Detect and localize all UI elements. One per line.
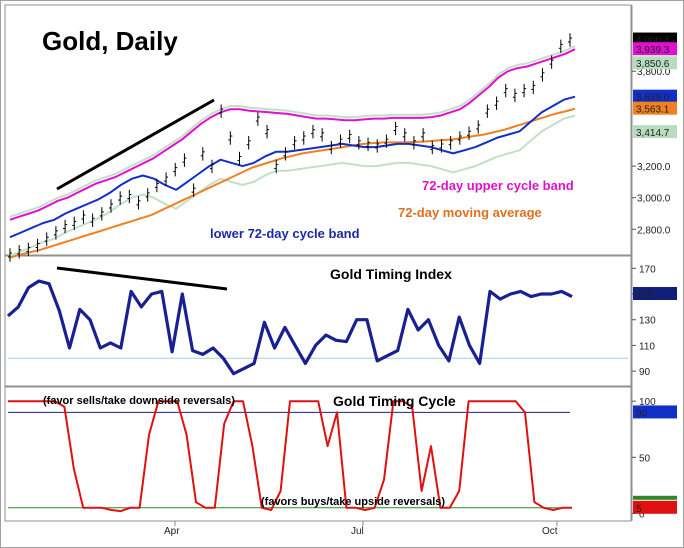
price-chart-title: Gold, Daily — [42, 26, 178, 56]
cycle-y-tick-label: 0 — [639, 509, 645, 520]
cycle-last-value-box — [633, 500, 677, 514]
price-last-value-label: 3,939.3 — [636, 45, 670, 56]
series-line-lower-band — [9, 95, 576, 239]
price-last-value-box — [633, 56, 677, 70]
price-panel — [4, 4, 632, 256]
price-last-value-label: 3,639.0 — [636, 93, 670, 104]
index-y-tick-label: 170 — [639, 264, 656, 275]
cycle-panel-marks — [8, 400, 572, 513]
price-last-value-box — [633, 101, 677, 115]
annotation-moving-average: 72-day moving average — [398, 205, 542, 220]
series-line-upper-band — [9, 48, 576, 221]
annotation-upper-band: 72-day upper cycle band — [422, 178, 574, 193]
price-y-tick-label: 3,000.0 — [637, 194, 671, 205]
cycle-y-tick-label: 50 — [639, 453, 651, 464]
annotation-lower-band: lower 72-day cycle band — [210, 226, 360, 241]
x-tick-label: Apr — [164, 526, 180, 537]
price-last-value-box — [633, 42, 677, 56]
x-tick-label: Oct — [542, 526, 558, 537]
price-y-tick-label: 3,200.0 — [637, 162, 671, 173]
index-chart-title: Gold Timing Index — [330, 266, 452, 282]
index-y-tick-label: 110 — [639, 341, 655, 352]
cycle-panel — [4, 386, 632, 522]
price-last-value-box — [633, 89, 677, 103]
series-line-moving-average — [9, 107, 576, 259]
index-panel-marks — [6, 266, 628, 376]
price-panel-marks — [8, 33, 576, 262]
price-y-tick-label: 3,800.0 — [637, 67, 671, 78]
cycle-last-value-box — [633, 405, 677, 419]
series-line-timing-cycle — [8, 400, 572, 513]
x-tick-label: Jul — [351, 526, 364, 537]
cycle-chart-title: Gold Timing Cycle — [333, 393, 456, 409]
axis-labels: 3,800.0 3,200.0 3,000.0 2,800.0 170 150 130 110… — [174, 5, 677, 526]
index-y-tick-label: 130 — [639, 316, 656, 327]
trend-line-price — [56, 98, 215, 191]
cycle-y-tick-label: 100 — [639, 397, 656, 408]
cycle-threshold-marker — [633, 495, 677, 500]
price-last-value-label: 4,000.4 — [636, 36, 670, 47]
annotation-favor-buys: (favors buys/take upside reversals) — [261, 496, 445, 508]
index-panel — [4, 255, 632, 387]
price-last-value-label: 3,414.7 — [636, 128, 670, 139]
price-y-tick-label: 2,800.0 — [637, 225, 671, 236]
price-last-value-box — [633, 125, 677, 139]
lower-outer-band-line — [9, 114, 576, 258]
series-line-timing-index — [6, 279, 573, 376]
upper-outer-band-line — [9, 45, 576, 218]
index-y-tick-label: 90 — [639, 367, 651, 378]
price-last-value-label: 3,850.6 — [636, 59, 670, 70]
index-last-value-label: 150 — [636, 290, 653, 301]
trend-line-index — [56, 266, 228, 291]
cycle-last-value-label: 5 — [636, 504, 642, 515]
price-last-value-label: 3,563.1 — [636, 105, 670, 116]
cycle-last-value-label: 90 — [636, 408, 648, 419]
annotation-favor-sells: (favor sells/take downside reversals) — [43, 395, 235, 407]
index-last-value-box — [633, 287, 677, 300]
